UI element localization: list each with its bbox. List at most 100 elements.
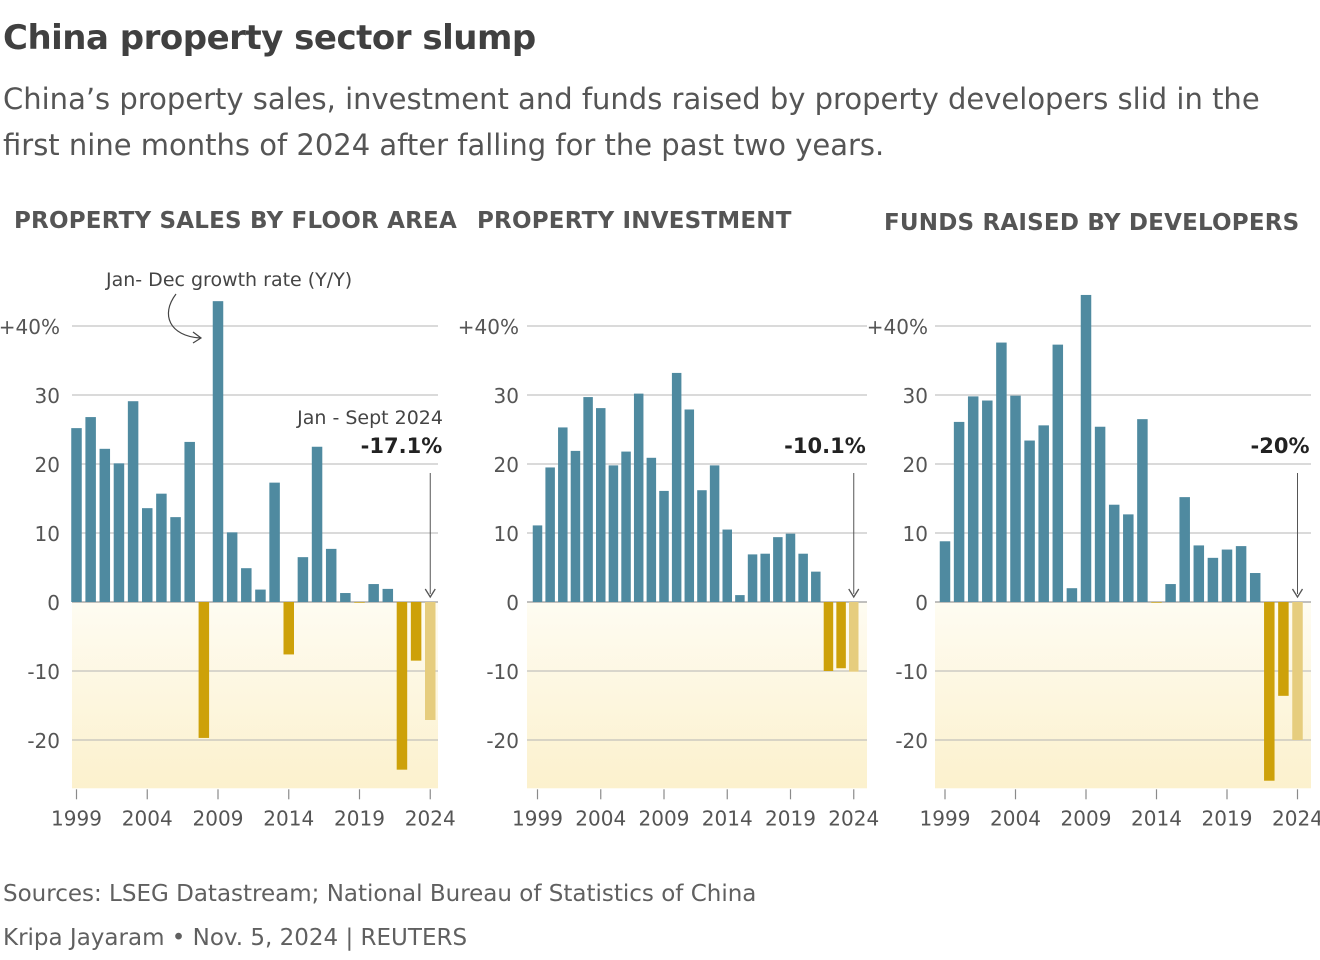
bar-2005 <box>156 493 167 602</box>
bar-2019 <box>785 533 796 602</box>
bar-2009 <box>659 490 669 602</box>
x-tick-label: 2014 <box>1131 806 1182 830</box>
y-tick-label: 30 <box>494 384 519 408</box>
y-tick-label: -20 <box>486 729 519 753</box>
bar-2012 <box>697 490 707 602</box>
bar-2003 <box>127 401 139 602</box>
callout-arrow-head <box>1291 588 1304 599</box>
y-tick-label: -20 <box>895 729 928 753</box>
x-tick-label: 2014 <box>263 806 314 830</box>
bar-2018 <box>773 537 783 602</box>
y-tick-label: 0 <box>506 591 519 615</box>
bar-2016 <box>747 554 758 602</box>
y-tick-label: -10 <box>486 660 519 684</box>
bar-2015 <box>735 595 745 602</box>
x-tick-label: 2004 <box>122 806 173 830</box>
growth-label-arrowhead <box>192 331 203 344</box>
y-tick-label: 30 <box>903 384 928 408</box>
bar-2019 <box>354 602 365 603</box>
bar-1999 <box>532 525 543 602</box>
y-tick-label: 0 <box>47 591 60 615</box>
callout-value: -20% <box>1251 434 1310 458</box>
bar-2011 <box>684 409 695 602</box>
bar-2002 <box>982 400 993 602</box>
bar-1999 <box>71 428 82 602</box>
y-tick-label: 20 <box>494 453 519 477</box>
negative-band <box>72 602 438 789</box>
callout-arrow-head <box>848 588 860 599</box>
x-tick-label: 2009 <box>639 806 690 830</box>
bar-2004 <box>1010 395 1021 602</box>
bar-2012 <box>1123 514 1134 602</box>
bar-2013 <box>1137 419 1148 602</box>
bar-2013 <box>269 482 280 602</box>
bar-2015 <box>297 557 309 602</box>
y-tick-label: 10 <box>494 522 519 546</box>
x-tick-label: 2024 <box>1272 806 1320 830</box>
bar-2000 <box>545 467 555 602</box>
y-tick-label: +40% <box>867 315 928 339</box>
x-tick-label: 2019 <box>1202 806 1253 830</box>
partial-year-label: Jan - Sept 2024 <box>296 407 443 429</box>
chart-subtitle: China’s property sales, investment and f… <box>3 82 1260 162</box>
bar-2005 <box>608 465 619 602</box>
chart-title: China property sector slump <box>3 18 536 58</box>
bar-2003 <box>996 342 1007 602</box>
bar-2005 <box>1024 440 1035 602</box>
bar-2000 <box>953 421 965 602</box>
bar-2018 <box>340 593 351 602</box>
x-tick-label: 2009 <box>1061 806 1112 830</box>
bar-2014 <box>722 529 732 602</box>
x-tick-label: 2009 <box>193 806 244 830</box>
bar-2019 <box>1221 549 1233 602</box>
bar-2023 <box>836 602 846 669</box>
y-tick-label: 20 <box>903 453 928 477</box>
bar-2024 <box>849 602 859 672</box>
x-tick-label: 2019 <box>334 806 385 830</box>
bar-2021 <box>811 571 821 602</box>
x-tick-label: 1999 <box>512 806 563 830</box>
bar-2004 <box>142 508 153 602</box>
bar-2003 <box>583 397 593 602</box>
bar-2001 <box>558 427 568 602</box>
bar-2011 <box>241 568 252 602</box>
bar-2021 <box>382 588 394 602</box>
bar-2023 <box>1278 602 1289 696</box>
bar-2012 <box>255 589 266 602</box>
y-tick-label: 0 <box>915 591 928 615</box>
callout-value: -10.1% <box>784 434 866 458</box>
x-tick-label: 1999 <box>920 806 971 830</box>
y-tick-label: -10 <box>27 660 60 684</box>
bar-2011 <box>1108 504 1120 602</box>
bar-2008 <box>646 457 657 602</box>
bar-2001 <box>99 448 111 602</box>
x-tick-label: 1999 <box>51 806 102 830</box>
bar-2006 <box>621 451 631 602</box>
y-tick-label: 30 <box>35 384 60 408</box>
x-tick-label: 2019 <box>765 806 816 830</box>
panel-funds: +40% 30 20 10 0 -10 -20 1999 2004 2009 2014 2019 202… <box>867 294 1320 830</box>
bar-2020 <box>798 553 808 602</box>
bar-2008 <box>198 602 210 738</box>
bar-2010 <box>1094 426 1106 602</box>
bar-2022 <box>823 602 834 671</box>
bar-2017 <box>325 548 337 602</box>
sources-note: Sources: LSEG Datastream; National Burea… <box>3 881 757 907</box>
bar-2017 <box>1193 545 1205 602</box>
y-tick-label: 10 <box>35 522 60 546</box>
bar-2001 <box>967 396 979 602</box>
bar-2020 <box>1235 546 1247 602</box>
panel-title-sales: PROPERTY SALES BY FLOOR AREA <box>14 208 457 234</box>
bar-2007 <box>1052 344 1064 602</box>
callout-value: -17.1% <box>361 434 443 458</box>
bar-2020 <box>368 584 379 602</box>
bar-2024 <box>1292 602 1303 740</box>
credit-line: Kripa Jayaram • Nov. 5, 2024 | REUTERS <box>3 925 468 951</box>
panel-title-funds: FUNDS RAISED BY DEVELOPERS <box>884 210 1300 236</box>
bar-2006 <box>170 517 181 602</box>
bar-2008 <box>1066 588 1078 602</box>
bar-2013 <box>709 465 720 602</box>
bar-2002 <box>113 463 125 602</box>
negative-band <box>527 602 867 789</box>
